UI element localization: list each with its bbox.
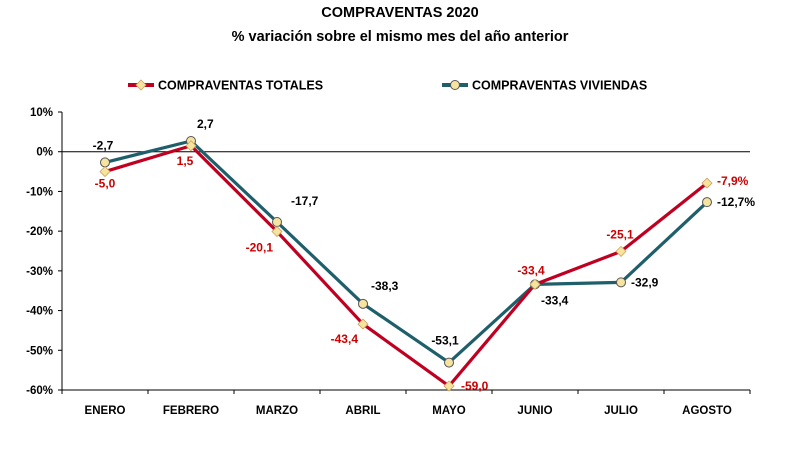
chart-title: COMPRAVENTAS 2020 (321, 5, 478, 21)
y-tick-label: -30% (26, 266, 53, 278)
y-tick-label: 10% (30, 107, 53, 119)
data-point-diamond (99, 166, 111, 178)
data-point-circle (616, 277, 626, 288)
series-layer (99, 135, 713, 392)
y-tick-label: -20% (26, 226, 53, 238)
data-label: -33,4 (517, 263, 545, 277)
data-label: -33,4 (541, 293, 569, 307)
chart-axes: 10% 0% -10% -20% -30% -40% -50% -60% ENERO FEBRER… (26, 107, 751, 417)
legend-marker-circle (450, 80, 460, 90)
data-point-diamond (185, 140, 197, 152)
data-label: -20,1 (246, 241, 274, 255)
x-tick-label: AGOSTO (682, 405, 732, 417)
data-labels: -5,0 1,5 -20,1 -43,4 -59,0 -33,4 -25,1 -7,9% -2,… (93, 117, 756, 393)
x-tick-label: ABRIL (345, 405, 380, 417)
legend-label: COMPRAVENTAS VIVIENDAS (472, 79, 647, 93)
series-line (104, 144, 708, 388)
data-label: 2,7 (197, 117, 214, 131)
data-label: -5,0 (95, 177, 116, 191)
data-label: -43,4 (331, 332, 359, 346)
chart-legend: COMPRAVENTAS TOTALES COMPRAVENTAS VIVIEND… (128, 79, 647, 93)
data-point-diamond (357, 318, 369, 330)
data-point-diamond (529, 278, 541, 290)
data-point-circle (272, 217, 282, 228)
y-tick-label: 0% (36, 147, 53, 159)
data-point-circle (100, 157, 110, 168)
data-label: -38,3 (371, 279, 399, 293)
data-label: -2,7 (93, 138, 114, 152)
y-tick-label: -50% (26, 345, 53, 357)
x-tick-label: FEBRERO (163, 405, 219, 417)
data-point-circle (702, 197, 712, 208)
y-tick-label: -10% (26, 186, 53, 198)
data-label: 1,5 (177, 154, 194, 168)
x-tick-label: MARZO (256, 405, 298, 417)
data-point-diamond (443, 380, 455, 392)
chart-subtitle: % variación sobre el mismo mes del año a… (232, 29, 569, 45)
data-point-diamond (271, 225, 283, 238)
x-tick-label: ENERO (85, 405, 126, 417)
data-point-diamond (701, 177, 713, 189)
data-label: -7,9% (717, 174, 749, 188)
x-tick-label: JUNIO (517, 405, 552, 417)
data-label: -12,7% (717, 195, 755, 209)
data-label: -25,1 (606, 227, 634, 241)
series-line (104, 139, 709, 365)
data-label: -32,9 (631, 275, 659, 289)
data-point-circle (444, 357, 454, 368)
data-label: -53,1 (431, 334, 459, 348)
data-label: -17,7 (291, 194, 319, 208)
y-tick-label: -60% (26, 385, 53, 397)
legend-marker-diamond (135, 79, 147, 91)
data-label: -59,0 (461, 379, 489, 393)
data-point-circle (358, 298, 368, 309)
x-tick-label: JULIO (604, 405, 638, 417)
x-tick-label: MAYO (432, 405, 465, 417)
y-tick-label: -40% (26, 306, 53, 318)
legend-label: COMPRAVENTAS TOTALES (158, 79, 323, 93)
data-point-diamond (615, 245, 627, 257)
